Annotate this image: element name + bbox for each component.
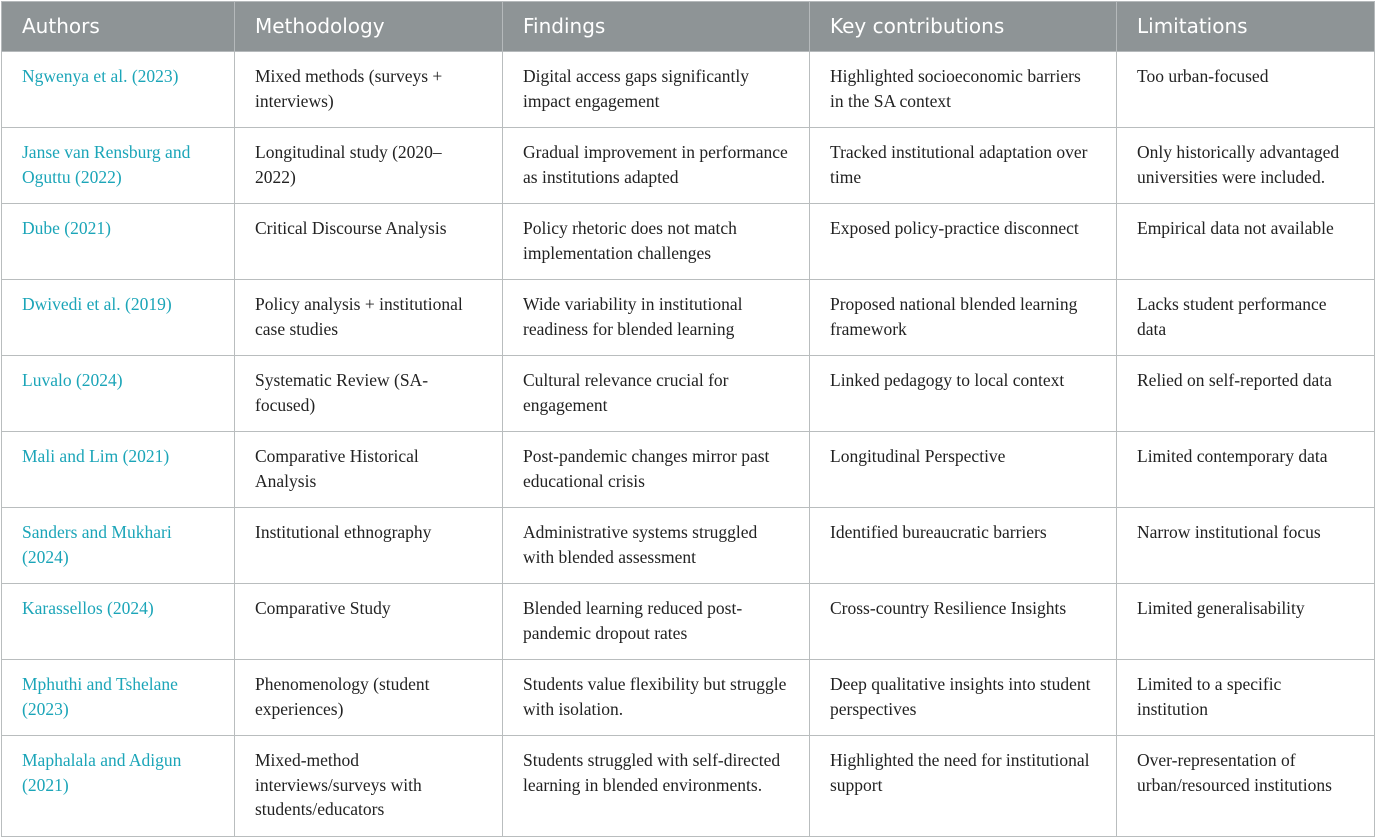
cell-key-contributions: Highlighted the need for institutional s… [809,735,1117,837]
cell-key-contributions: Deep qualitative insights into student p… [809,659,1117,736]
cell-methodology: Critical Discourse Analysis [234,203,503,280]
header-row: Authors Methodology Findings Key contributi… [1,1,1375,52]
cell-authors[interactable]: Dube (2021) [1,203,235,280]
cell-methodology: Comparative Historical Analysis [234,431,503,508]
cell-authors[interactable]: Janse van Rensburg and Oguttu (2022) [1,127,235,204]
table-body: Ngwenya et al. (2023) Mixed methods (surv… [1,51,1375,837]
table-row: Mphuthi and Tshelane (2023) Phenomenology… [1,659,1375,736]
cell-key-contributions: Longitudinal Perspective [809,431,1117,508]
cell-key-contributions: Cross-country Resilience Insights [809,583,1117,660]
cell-limitations: Only historically advantaged universitie… [1116,127,1375,204]
cell-limitations: Relied on self-reported data [1116,355,1375,432]
table-row: Luvalo (2024) Systematic Review (SA-focus… [1,355,1375,432]
cell-findings: Post-pandemic changes mirror past educat… [502,431,810,508]
cell-findings: Administrative systems struggled with bl… [502,507,810,584]
cell-methodology: Longitudinal study (2020–2022) [234,127,503,204]
cell-authors[interactable]: Ngwenya et al. (2023) [1,51,235,128]
cell-authors[interactable]: Maphalala and Adigun (2021) [1,735,235,837]
cell-methodology: Mixed-method interviews/surveys with stu… [234,735,503,837]
cell-authors[interactable]: Mali and Lim (2021) [1,431,235,508]
cell-key-contributions: Proposed national blended learning frame… [809,279,1117,356]
cell-findings: Gradual improvement in performance as in… [502,127,810,204]
cell-methodology: Comparative Study [234,583,503,660]
cell-key-contributions: Exposed policy-practice disconnect [809,203,1117,280]
cell-key-contributions: Linked pedagogy to local context [809,355,1117,432]
cell-findings: Students struggled with self-directed le… [502,735,810,837]
column-header-authors: Authors [1,1,235,52]
cell-authors[interactable]: Luvalo (2024) [1,355,235,432]
column-header-findings: Findings [502,1,810,52]
cell-findings: Blended learning reduced post-pandemic d… [502,583,810,660]
cell-limitations: Limited contemporary data [1116,431,1375,508]
cell-methodology: Policy analysis + institutional case stu… [234,279,503,356]
cell-findings: Wide variability in institutional readin… [502,279,810,356]
table-row: Maphalala and Adigun (2021) Mixed-method … [1,735,1375,837]
cell-limitations: Too urban-focused [1116,51,1375,128]
cell-key-contributions: Identified bureaucratic barriers [809,507,1117,584]
table-row: Ngwenya et al. (2023) Mixed methods (surv… [1,51,1375,128]
cell-methodology: Mixed methods (surveys + interviews) [234,51,503,128]
column-header-key-contributions: Key contributions [809,1,1117,52]
table-row: Mali and Lim (2021) Comparative Historica… [1,431,1375,508]
cell-limitations: Empirical data not available [1116,203,1375,280]
cell-authors[interactable]: Dwivedi et al. (2019) [1,279,235,356]
cell-authors[interactable]: Sanders and Mukhari (2024) [1,507,235,584]
table-row: Dube (2021) Critical Discourse Analysis Po… [1,203,1375,280]
cell-methodology: Institutional ethnography [234,507,503,584]
cell-methodology: Phenomenology (student experiences) [234,659,503,736]
table-row: Dwivedi et al. (2019) Policy analysis + i… [1,279,1375,356]
cell-limitations: Limited generalisability [1116,583,1375,660]
cell-findings: Digital access gaps significantly impact… [502,51,810,128]
cell-findings: Students value flexibility but struggle … [502,659,810,736]
table-row: Sanders and Mukhari (2024) Institutional … [1,507,1375,584]
cell-findings: Cultural relevance crucial for engagemen… [502,355,810,432]
column-header-methodology: Methodology [234,1,503,52]
cell-authors[interactable]: Karassellos (2024) [1,583,235,660]
column-header-limitations: Limitations [1116,1,1375,52]
table-row: Janse van Rensburg and Oguttu (2022) Long… [1,127,1375,204]
cell-limitations: Lacks student performance data [1116,279,1375,356]
cell-methodology: Systematic Review (SA-focused) [234,355,503,432]
cell-limitations: Over-representation of urban/resourced i… [1116,735,1375,837]
cell-limitations: Limited to a specific institution [1116,659,1375,736]
cell-authors[interactable]: Mphuthi and Tshelane (2023) [1,659,235,736]
cell-key-contributions: Highlighted socioeconomic barriers in th… [809,51,1117,128]
cell-key-contributions: Tracked institutional adaptation over ti… [809,127,1117,204]
table-row: Karassellos (2024) Comparative Study Blend… [1,583,1375,660]
cell-findings: Policy rhetoric does not match implement… [502,203,810,280]
cell-limitations: Narrow institutional focus [1116,507,1375,584]
